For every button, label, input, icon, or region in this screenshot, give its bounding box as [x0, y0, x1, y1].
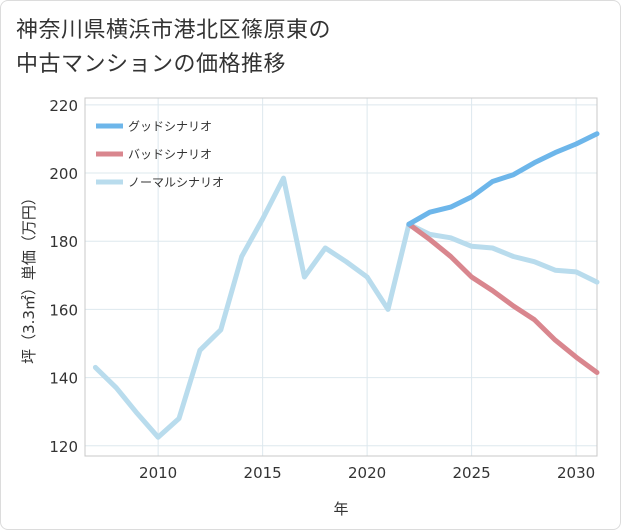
series-line-1 — [406, 221, 600, 375]
plot-frame — [84, 97, 598, 457]
chart-title-line-2: 中古マンションの価格推移 — [16, 52, 287, 77]
x-axis-title: 年 — [333, 500, 348, 518]
legend-label-0: グッドシナリオ — [128, 120, 212, 134]
x-tick-label: 2030 — [557, 464, 595, 482]
y-tick-labels: 120 140 160 180 200 220 — [49, 97, 78, 456]
x-tick-label: 2020 — [348, 464, 386, 482]
y-axis-title: 坪（3.3㎡）単価（万円） — [20, 190, 38, 364]
y-tick-label: 160 — [49, 301, 78, 319]
legend-label-1: バッドシナリオ — [128, 148, 212, 162]
chart-title-line-1: 神奈川県横浜市港北区篠原東の — [16, 18, 332, 43]
x-tick-label: 2025 — [453, 464, 491, 482]
series-line-2 — [92, 175, 600, 440]
x-tick-label: 2015 — [244, 464, 282, 482]
y-tick-label: 220 — [49, 97, 78, 115]
series-lines — [92, 131, 600, 440]
y-tick-label: 120 — [49, 438, 78, 456]
x-tick-label: 2010 — [139, 464, 177, 482]
y-tick-label: 180 — [49, 233, 78, 251]
legend-label-2: ノーマルシナリオ — [128, 176, 224, 190]
y-tick-label: 200 — [49, 165, 78, 183]
chart-title: 神奈川県横浜市港北区篠原東の 中古マンションの価格推移 — [16, 14, 331, 82]
grid-lines — [85, 98, 597, 456]
y-tick-label: 140 — [49, 370, 78, 388]
x-tick-labels: 2010 2015 2020 2025 2030 — [139, 464, 595, 482]
series-line-0 — [406, 131, 600, 227]
